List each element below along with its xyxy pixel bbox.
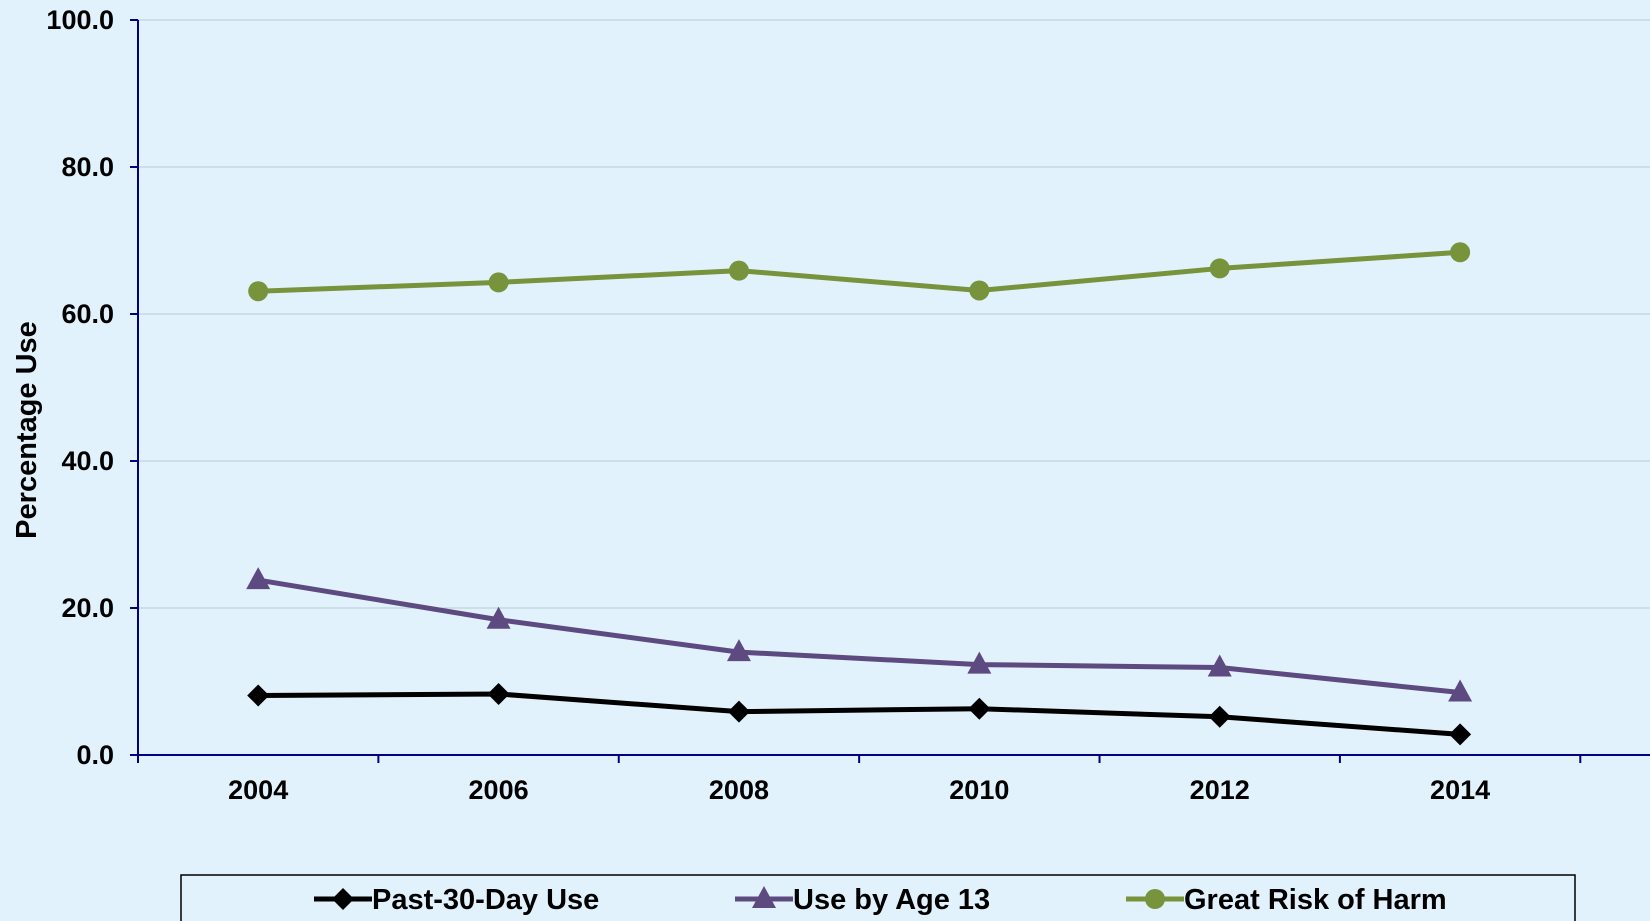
data-point <box>752 886 776 908</box>
data-point <box>247 684 270 707</box>
y-tick-label: 20.0 <box>61 593 114 623</box>
data-point <box>1209 258 1230 279</box>
y-tick-label: 40.0 <box>61 446 114 476</box>
data-point <box>1450 242 1471 263</box>
y-tick-label: 60.0 <box>61 299 114 329</box>
x-tick-label: 2014 <box>1430 775 1490 805</box>
data-point <box>967 651 992 674</box>
data-point <box>486 606 511 629</box>
data-point <box>1449 723 1472 746</box>
axes <box>137 20 1650 756</box>
data-point <box>488 272 509 293</box>
legend-label: Past-30-Day Use <box>372 884 599 916</box>
series-line <box>257 577 1461 696</box>
data-point <box>246 567 271 590</box>
x-axis-ticks: 2004 2006 2008 2010 2012 2014 <box>137 755 1582 805</box>
legend-label: Use by Age 13 <box>793 884 990 916</box>
data-point <box>727 700 750 723</box>
series-line <box>258 691 1461 737</box>
series-past-30-day-use <box>247 682 1472 746</box>
data-point <box>726 639 751 662</box>
y-axis-ticks: 0.0 20.0 40.0 60.0 80.0 100.0 <box>46 5 138 770</box>
x-tick-label: 2010 <box>949 775 1009 805</box>
y-axis-title: Percentage Use <box>11 321 43 539</box>
gridlines <box>138 19 1650 609</box>
data-point <box>1208 705 1231 728</box>
legend-box <box>180 874 1576 921</box>
series-great-risk-of-harm <box>248 242 1471 302</box>
data-point <box>1448 679 1473 702</box>
series-group <box>246 242 1473 746</box>
x-tick-label: 2006 <box>469 775 529 805</box>
x-tick-label: 2012 <box>1190 775 1250 805</box>
series-use-by-age-13 <box>246 567 1473 702</box>
legend-item: Great Risk of Harm <box>1126 884 1447 916</box>
y-tick-label: 100.0 <box>46 5 114 35</box>
y-tick-label: 80.0 <box>61 152 114 182</box>
data-point <box>968 697 991 720</box>
series-line <box>258 249 1461 294</box>
legend-item: Use by Age 13 <box>735 884 990 916</box>
x-tick-label: 2008 <box>709 775 769 805</box>
legend-label: Great Risk of Harm <box>1184 884 1447 916</box>
data-point <box>487 682 510 705</box>
data-point <box>728 260 749 281</box>
data-point <box>332 888 354 910</box>
data-point <box>1207 654 1232 677</box>
legend: Past-30-Day Use Use by Age 13 Great Risk o… <box>180 874 1576 921</box>
x-tick-label: 2004 <box>228 775 288 805</box>
data-point <box>1145 889 1165 909</box>
data-point <box>248 281 269 302</box>
data-point <box>969 280 990 301</box>
y-tick-label: 0.0 <box>76 740 114 770</box>
legend-item: Past-30-Day Use <box>314 884 599 916</box>
